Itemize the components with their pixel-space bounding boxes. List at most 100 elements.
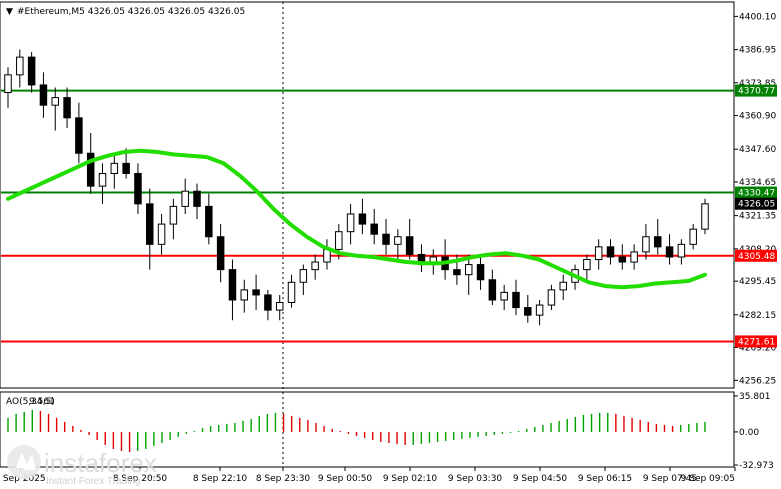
candle-body <box>134 172 142 205</box>
ao-tick-label: 0.00 <box>739 428 759 438</box>
price-tick-label: 4256.25 <box>739 376 776 386</box>
price-level-tag-label: 4305.48 <box>738 252 775 262</box>
candle-body <box>606 246 615 258</box>
candle-body <box>358 213 367 225</box>
candle-body <box>453 269 461 276</box>
price-tick-label: 4269.20 <box>739 344 776 354</box>
candle-body <box>405 236 414 255</box>
candle-body <box>476 264 485 281</box>
candle-body <box>583 259 591 271</box>
candle-body <box>524 307 532 316</box>
time-tick-label: 9 Sep 09:05 <box>681 474 735 484</box>
candlesticks <box>4 49 709 326</box>
candle-body <box>264 294 272 311</box>
price-level-tag <box>735 84 777 97</box>
price-level-tag-label: 4271.61 <box>738 337 775 347</box>
candle-body <box>299 269 308 283</box>
current-price-tag <box>735 197 777 210</box>
candle-body <box>157 223 166 245</box>
brand-tagline: Instant Forex Trading <box>46 476 141 487</box>
candle-body <box>370 223 378 235</box>
candle-body <box>228 269 237 301</box>
candle-body <box>665 246 674 258</box>
candle-body <box>701 203 709 230</box>
candle-body <box>488 279 497 301</box>
candle-body <box>252 289 260 296</box>
ao-tick-label: -32.973 <box>739 461 774 471</box>
candle-body <box>122 162 130 174</box>
time-tick-label: 8 Sep 20:50 <box>113 474 168 484</box>
price-level-tag <box>735 335 777 348</box>
candle-body <box>51 97 60 106</box>
time-tick-label: 9 Sep 00:50 <box>318 474 373 484</box>
price-tick-label: 4373.85 <box>739 79 776 89</box>
candle-body <box>382 233 390 245</box>
candle-body <box>287 281 296 304</box>
price-level-tag <box>735 186 777 199</box>
price-tick-label: 4360.90 <box>739 112 776 122</box>
candle-body <box>677 243 686 258</box>
price-panel-frame <box>0 1 735 389</box>
ao-histogram <box>7 409 706 452</box>
candle-body <box>146 203 154 245</box>
logo-mark-icon <box>16 452 36 470</box>
candle-body <box>535 304 544 316</box>
candle-body <box>642 236 650 253</box>
price-tick-label: 4334.65 <box>739 178 776 188</box>
candle-body <box>594 246 603 261</box>
candle-body <box>169 205 178 225</box>
candle-body <box>193 190 201 207</box>
price-level-tag <box>735 249 777 262</box>
instaforex-logo: instaforex Instant Forex Trading <box>7 445 157 487</box>
time-tick-label: 9 Sep 02:10 <box>383 474 438 484</box>
candle-body <box>216 236 225 271</box>
price-level-tag-label: 4330.47 <box>738 189 775 199</box>
time-tick-label: 8 Sep 22:10 <box>193 474 248 484</box>
candle-body <box>335 231 343 250</box>
candle-body <box>205 205 213 238</box>
candle-body <box>311 261 319 271</box>
candle-body <box>181 190 189 207</box>
ao-title: AO(5,34,5) <box>6 397 55 407</box>
current-price-tag-label: 4326.05 <box>738 200 775 210</box>
time-tick-label: 9 Sep 03:30 <box>448 474 503 484</box>
price-levels <box>1 89 734 343</box>
price-tick-label: 4400.10 <box>739 12 776 22</box>
candle-body <box>98 172 107 187</box>
candle-body <box>653 236 662 248</box>
candle-body <box>240 289 249 301</box>
price-tick-label: 4321.35 <box>739 212 776 222</box>
brand-name: instaforex <box>44 448 157 478</box>
candle-body <box>689 228 697 245</box>
candle-body <box>110 162 119 174</box>
candle-body <box>75 117 83 154</box>
time-tick-label: 9 Sep 07:45 <box>643 474 697 484</box>
candle-body <box>63 97 71 119</box>
candle-body <box>4 74 12 94</box>
candle-body <box>27 56 36 86</box>
candle-body <box>618 256 627 263</box>
price-tags: 4370.77 4330.47 4305.48 4271.61 4326.05 <box>735 84 777 348</box>
price-tick-label: 4295.45 <box>739 277 776 287</box>
candle-body <box>275 302 284 311</box>
ao-panel-frame <box>0 391 735 468</box>
candle-body <box>512 291 520 309</box>
time-axis: 8 Sep 2025 8 Sep 20:50 8 Sep 22:10 8 Sep 23… <box>0 467 736 484</box>
candle-body <box>346 213 355 233</box>
time-tick-label: 8 Sep 2025 <box>0 474 46 484</box>
time-tick-label: 9 Sep 06:15 <box>578 474 632 484</box>
candle-body <box>500 291 508 301</box>
price-tick-label: 4347.60 <box>739 145 776 155</box>
candle-body <box>630 251 638 263</box>
moving-average-line <box>6 148 707 290</box>
candle-body <box>464 264 473 276</box>
candle-body <box>86 152 95 187</box>
candle-body <box>559 281 567 291</box>
price-tick-label: 4386.95 <box>739 46 776 56</box>
candle-body <box>16 56 24 76</box>
chart-header: #Ethereum,M5 4326.05 4326.05 4326.05 432… <box>17 7 245 17</box>
header-arrow-icon: ▼ <box>6 7 13 17</box>
time-tick-label: 8 Sep 23:30 <box>256 474 311 484</box>
candle-body <box>394 236 402 245</box>
